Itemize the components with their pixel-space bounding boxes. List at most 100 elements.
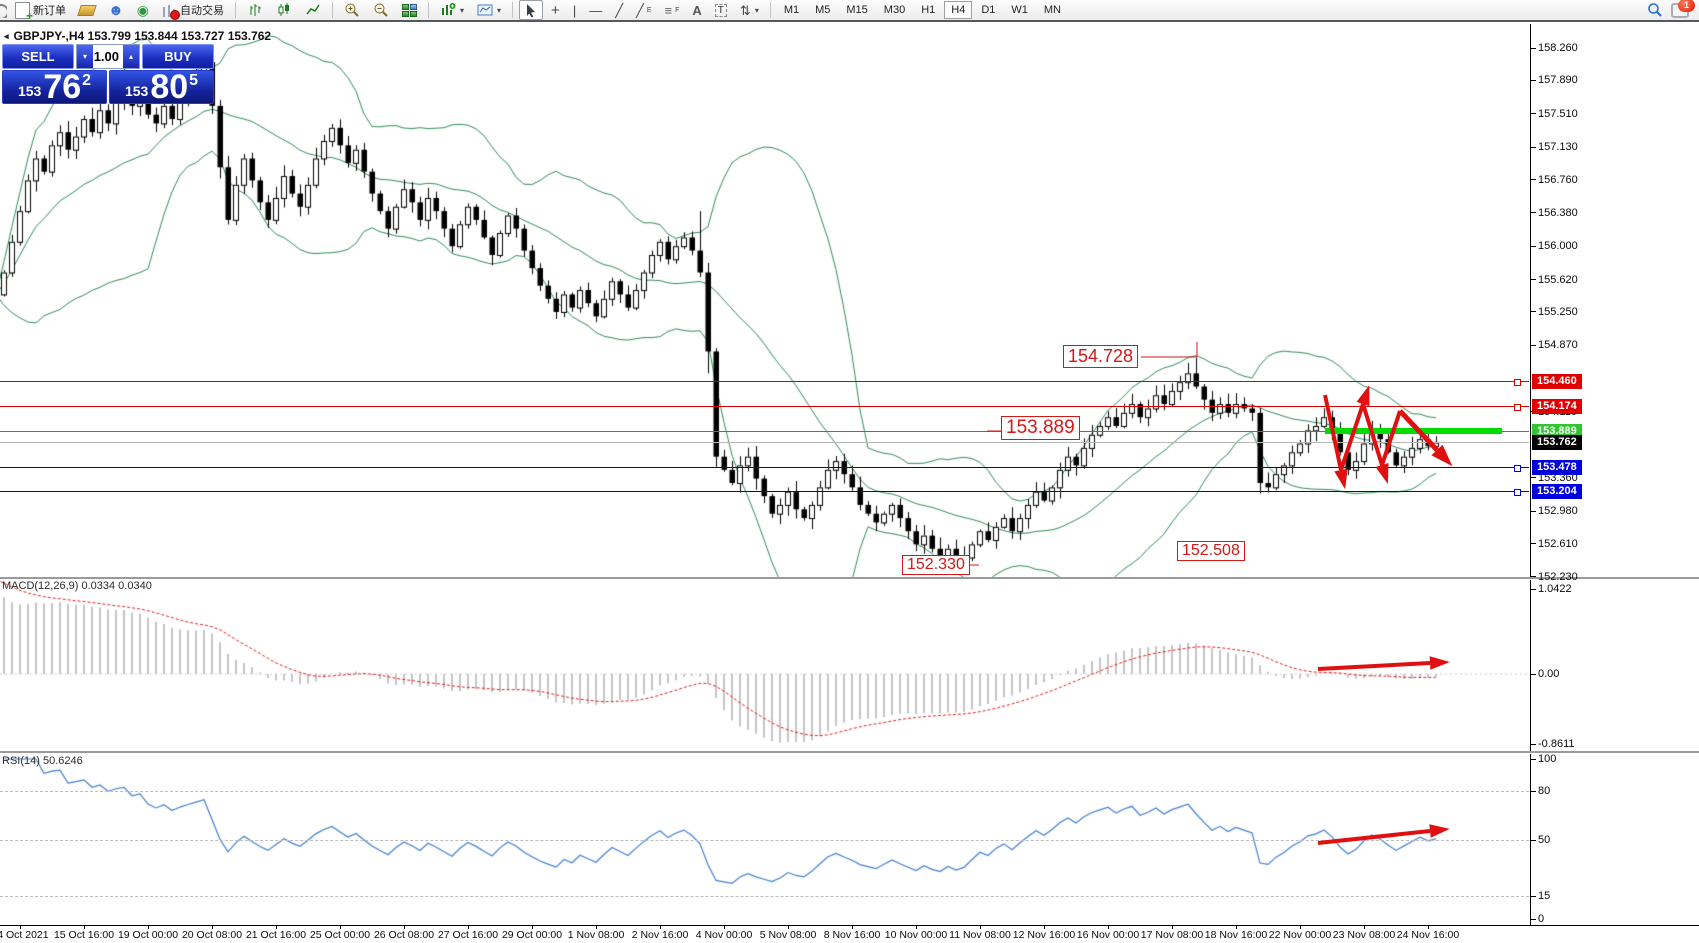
time-label: 29 Oct 00:00: [501, 929, 563, 941]
zoom-out-icon: [374, 3, 388, 17]
zoom-out-button[interactable]: [368, 0, 394, 20]
time-label: 4 Nov 00:00: [695, 929, 753, 941]
timeframe-m15[interactable]: M15: [846, 4, 868, 16]
text-label-tool-button[interactable]: T: [710, 0, 732, 20]
candlestick-mode-button[interactable]: [271, 0, 297, 20]
timeframe-h1[interactable]: H1: [921, 4, 936, 16]
time-tick-mark: [404, 925, 405, 929]
zoom-in-button[interactable]: [339, 0, 365, 20]
arrows-tool-button[interactable]: ⇅ ▾: [735, 0, 764, 20]
price-tick-mark: [1530, 47, 1536, 49]
volume-increase-button[interactable]: ▴: [123, 45, 139, 68]
cursor-tool-button[interactable]: [519, 0, 544, 20]
vertical-line-tool-button[interactable]: |: [568, 0, 581, 20]
tile-windows-button[interactable]: [397, 0, 422, 20]
crosshair-tool-button[interactable]: +: [546, 0, 565, 20]
timeframe-mn[interactable]: MN: [1043, 4, 1061, 16]
profiles-button[interactable]: ▾: [472, 0, 506, 20]
price-tick-label: 152.980: [1538, 505, 1578, 518]
price-tick-mark: [1530, 212, 1536, 214]
time-tick-mark: [84, 925, 85, 929]
dropdown-caret-icon: ▾: [497, 5, 502, 15]
new-order-icon: [15, 1, 33, 23]
annotation-box[interactable]: 152.508: [1177, 541, 1245, 562]
timeframe-d1[interactable]: D1: [981, 4, 996, 16]
time-tick-mark: [1044, 925, 1045, 929]
gold-bar-icon: [77, 4, 97, 16]
text-tool-icon: A: [692, 2, 702, 18]
volume-value[interactable]: 1.00: [93, 45, 123, 68]
notifications-button[interactable]: 1: [1671, 0, 1695, 18]
time-label: 1 Nov 08:00: [567, 929, 625, 941]
market-button[interactable]: [74, 0, 100, 20]
level-line[interactable]: [0, 381, 1529, 383]
time-label: 23 Nov 08:00: [1332, 929, 1396, 941]
level-line[interactable]: [0, 442, 1529, 444]
sell-price-display[interactable]: 153 76 2: [2, 70, 107, 104]
level-line[interactable]: [0, 491, 1529, 493]
time-label: 12 Nov 16:00: [1012, 929, 1076, 941]
rsi-tick-mark: [1530, 839, 1536, 841]
rsi-tick-mark: [1530, 918, 1536, 920]
sell-button[interactable]: SELL: [2, 44, 74, 69]
timeframe-m30[interactable]: M30: [883, 4, 906, 16]
collapse-icon[interactable]: ◂: [4, 30, 9, 41]
channel-tool-button[interactable]: ╱ E: [631, 0, 657, 20]
time-label: 25 Oct 00:00: [309, 929, 371, 941]
timeframe-h4[interactable]: H4: [944, 1, 973, 19]
annotation-box[interactable]: 153.889: [1001, 416, 1080, 440]
level-line[interactable]: [0, 406, 1529, 408]
buy-price-display[interactable]: 153 80 5: [109, 70, 214, 104]
toolbar-separator: [769, 2, 771, 18]
price-tick-mark: [1530, 510, 1536, 512]
annotation-box[interactable]: 154.728: [1063, 345, 1139, 368]
rsi-gridline: [0, 839, 1529, 841]
new-chart-button[interactable]: ▾: [435, 0, 469, 20]
trendline-tool-button[interactable]: ╱: [610, 0, 628, 20]
community-button[interactable]: ☻: [103, 0, 129, 20]
community-icon: ☻: [108, 1, 124, 19]
timeframe-m1[interactable]: M1: [783, 4, 800, 16]
volume-decrease-button[interactable]: ▾: [77, 45, 93, 68]
price-tick-mark: [1530, 146, 1536, 148]
support-zone-highlight[interactable]: [1325, 428, 1502, 435]
level-line[interactable]: [0, 467, 1529, 469]
fibonacci-icon: ≡: [664, 2, 673, 18]
signals-button[interactable]: ◉: [132, 0, 154, 20]
time-label: 22 Nov 00:00: [1268, 929, 1332, 941]
level-line-handle[interactable]: [1514, 488, 1521, 496]
time-tick-mark: [916, 925, 917, 929]
horizontal-line-tool-button[interactable]: —: [584, 0, 607, 20]
channel-sub-label: E: [646, 6, 652, 14]
time-tick-mark: [20, 925, 21, 929]
rsi-scale-label: 50: [1538, 834, 1551, 846]
timeframe-w1[interactable]: W1: [1011, 4, 1028, 16]
buy-button[interactable]: BUY: [142, 44, 214, 69]
time-tick-mark: [532, 925, 533, 929]
text-label-icon: T: [714, 3, 727, 17]
level-line-handle[interactable]: [1514, 378, 1521, 386]
text-tool-button[interactable]: A: [687, 0, 706, 20]
macd-pane-separator[interactable]: [0, 577, 1699, 580]
bar-chart-mode-button[interactable]: [242, 0, 268, 20]
annotation-box[interactable]: 152.330: [902, 555, 970, 576]
price-tick-mark: [1530, 344, 1536, 346]
fibonacci-tool-button[interactable]: ≡ F: [660, 0, 685, 20]
one-click-trading-panel: SELL ▾ 1.00 ▴ BUY 153 76 2 153 80 5: [2, 44, 214, 104]
buy-price-pip: 5: [189, 72, 199, 89]
level-line-handle[interactable]: [1514, 464, 1521, 472]
level-line-handle[interactable]: [1514, 403, 1521, 411]
time-label: 21 Oct 16:00: [245, 929, 307, 941]
time-label: 8 Nov 16:00: [823, 929, 881, 941]
line-chart-mode-button[interactable]: [300, 0, 326, 20]
new-order-button[interactable]: 新订单: [10, 0, 71, 23]
rsi-pane-separator[interactable]: [0, 751, 1699, 754]
signal-icon: ◉: [136, 2, 150, 18]
level-line[interactable]: [0, 431, 1529, 433]
timeframe-m5[interactable]: M5: [815, 4, 831, 16]
auto-trading-button[interactable]: 自动交易: [157, 0, 229, 20]
time-tick-mark: [1236, 925, 1237, 929]
search-button[interactable]: [1642, 0, 1668, 20]
